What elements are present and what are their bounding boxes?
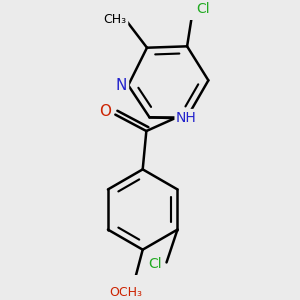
Text: CH₃: CH₃: [104, 13, 127, 26]
Text: N: N: [116, 78, 128, 93]
Text: Cl: Cl: [196, 2, 210, 16]
Text: Cl: Cl: [148, 257, 162, 271]
Text: O: O: [99, 104, 111, 119]
Text: OCH₃: OCH₃: [109, 286, 142, 299]
Text: NH: NH: [176, 110, 197, 124]
